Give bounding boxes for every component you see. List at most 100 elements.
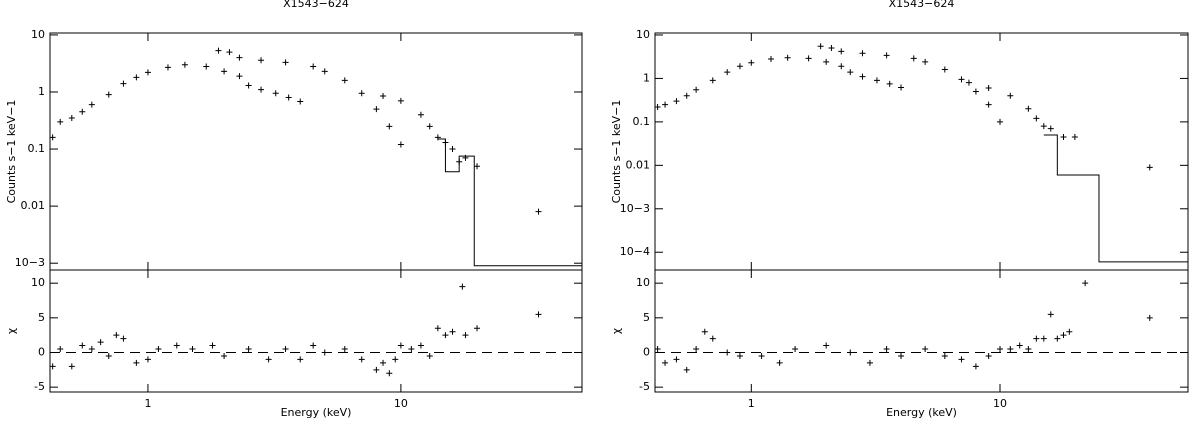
data-point [282, 59, 289, 66]
data-point [144, 69, 151, 76]
y-tick-label: 0.1 [28, 142, 46, 155]
y-tick-label: 10 [636, 276, 650, 289]
data-point [922, 346, 929, 353]
data-point [258, 57, 265, 64]
data-point [120, 335, 127, 342]
data-point [997, 346, 1004, 353]
data-point [417, 111, 424, 118]
data-point [736, 352, 743, 359]
data-point [397, 97, 404, 104]
data-point [693, 86, 700, 93]
data-point [285, 94, 292, 101]
y-tick-label: -5 [639, 380, 650, 393]
x-tick-label: 10 [394, 397, 408, 410]
data-point [683, 92, 690, 99]
data-point [847, 349, 854, 356]
data-point [426, 123, 433, 130]
data-point [164, 64, 171, 71]
data-point [1025, 346, 1032, 353]
data-point [397, 342, 404, 349]
data-point [1146, 164, 1153, 171]
data-point [79, 108, 86, 115]
data-point [173, 342, 180, 349]
data-point [380, 359, 387, 366]
y-tick-label: 1 [38, 85, 45, 98]
data-point [673, 98, 680, 105]
model-line [1043, 134, 1188, 263]
data-point [426, 352, 433, 359]
data-point [784, 54, 791, 61]
data-point [341, 346, 348, 353]
data-point [662, 101, 669, 108]
data-point [105, 352, 112, 359]
plot-frame [49, 32, 583, 271]
data-point [823, 58, 830, 65]
data-point [462, 332, 469, 339]
data-point [758, 352, 765, 359]
data-point [997, 118, 1004, 125]
y-tick-label: 10 [31, 28, 45, 41]
data-point [392, 356, 399, 363]
data-point [1082, 280, 1089, 287]
data-point [535, 311, 542, 318]
data-point [258, 86, 265, 93]
data-point [97, 339, 104, 346]
y-tick-label: 0 [643, 345, 650, 358]
panel: X1543−624 Counts s−1 keV−1 10 1 0.1 0.01 10−3 1… [610, 0, 1189, 271]
data-point [985, 85, 992, 92]
data-point [386, 370, 393, 377]
data-point [701, 328, 708, 335]
data-point [654, 103, 661, 110]
data-point [380, 93, 387, 100]
panel: Energy (keV) χ 1 10 -5 0 5 10 [610, 269, 1189, 419]
data-point [823, 342, 830, 349]
data-point [144, 356, 151, 363]
data-point [236, 73, 243, 80]
data-point [883, 346, 890, 353]
data-point [972, 88, 979, 95]
data-point [683, 366, 690, 373]
data-point [310, 342, 317, 349]
data-point [873, 77, 880, 84]
data-point [474, 325, 481, 332]
data-point [215, 47, 222, 54]
data-point [1047, 125, 1054, 132]
y-tick-label: 10 [31, 276, 45, 289]
chart-title: X1543−624 [283, 0, 349, 10]
panel: X1543−624 Counts s−1 keV−1 10 1 0.1 0.01 10−3 [5, 0, 583, 271]
data-point [226, 49, 233, 56]
plot-frame [654, 269, 1189, 393]
data-point [535, 208, 542, 215]
y-tick-label: 10−4 [620, 245, 650, 258]
data-point [386, 123, 393, 130]
data-point [442, 332, 449, 339]
x-axis-label: Energy (keV) [886, 406, 957, 419]
x-tick-label: 1 [748, 397, 755, 410]
data-point [1047, 311, 1054, 318]
data-point [408, 346, 415, 353]
data-point [1066, 328, 1073, 335]
data-point [805, 55, 812, 62]
y-axis-label: χ [5, 327, 18, 334]
data-point [1007, 346, 1014, 353]
chart-title: X1543−624 [889, 0, 955, 10]
data-point [434, 325, 441, 332]
data-point [221, 68, 228, 75]
y-tick-label: 0.01 [626, 158, 651, 171]
data-point [654, 346, 661, 353]
data-point [236, 54, 243, 61]
data-point [1060, 332, 1067, 339]
y-tick-label: 10 [636, 28, 650, 41]
data-point [1033, 115, 1040, 122]
data-point [358, 356, 365, 363]
data-point [133, 74, 140, 81]
y-tick-label: 0 [38, 345, 45, 358]
data-point [155, 346, 162, 353]
plot-frame [49, 269, 583, 393]
data-point [68, 363, 75, 370]
model-line [437, 138, 582, 267]
data-point [922, 58, 929, 65]
data-point [373, 106, 380, 113]
data-point [767, 55, 774, 62]
